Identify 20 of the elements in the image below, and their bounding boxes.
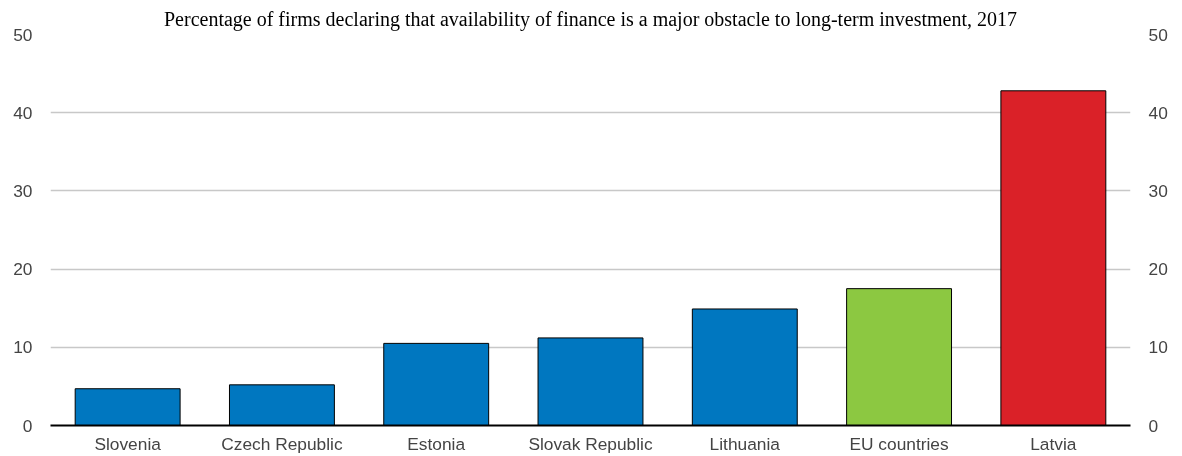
x-tick-label: Latvia	[1030, 433, 1077, 454]
y-tick-label: 0	[22, 415, 33, 436]
y-tick-label: 30	[13, 180, 33, 201]
y-tick-label: 10	[13, 337, 33, 358]
y-tick-label: 50	[13, 24, 33, 45]
x-tick-label: Slovak Republic	[528, 433, 653, 454]
x-tick-label: Estonia	[407, 433, 466, 454]
chart-title: Percentage of firms declaring that availability of finance is a major obstacle to long-term investment, 2017	[163, 7, 1018, 31]
y2-tick-label: 40	[1148, 102, 1168, 123]
y2-tick-label: 50	[1148, 24, 1168, 45]
y2-tick-label: 30	[1148, 180, 1168, 201]
x-tick-label: Lithuania	[709, 433, 781, 454]
y2-tick-label: 0	[1148, 415, 1159, 436]
y-tick-label: 20	[13, 259, 33, 280]
y2-tick-label: 10	[1148, 337, 1168, 358]
x-tick-label: EU countries	[849, 433, 950, 454]
x-tick-label: Slovenia	[94, 433, 162, 454]
y2-tick-label: 20	[1148, 259, 1168, 280]
x-tick-label: Czech Republic	[221, 433, 343, 454]
y-tick-label: 40	[13, 102, 33, 123]
